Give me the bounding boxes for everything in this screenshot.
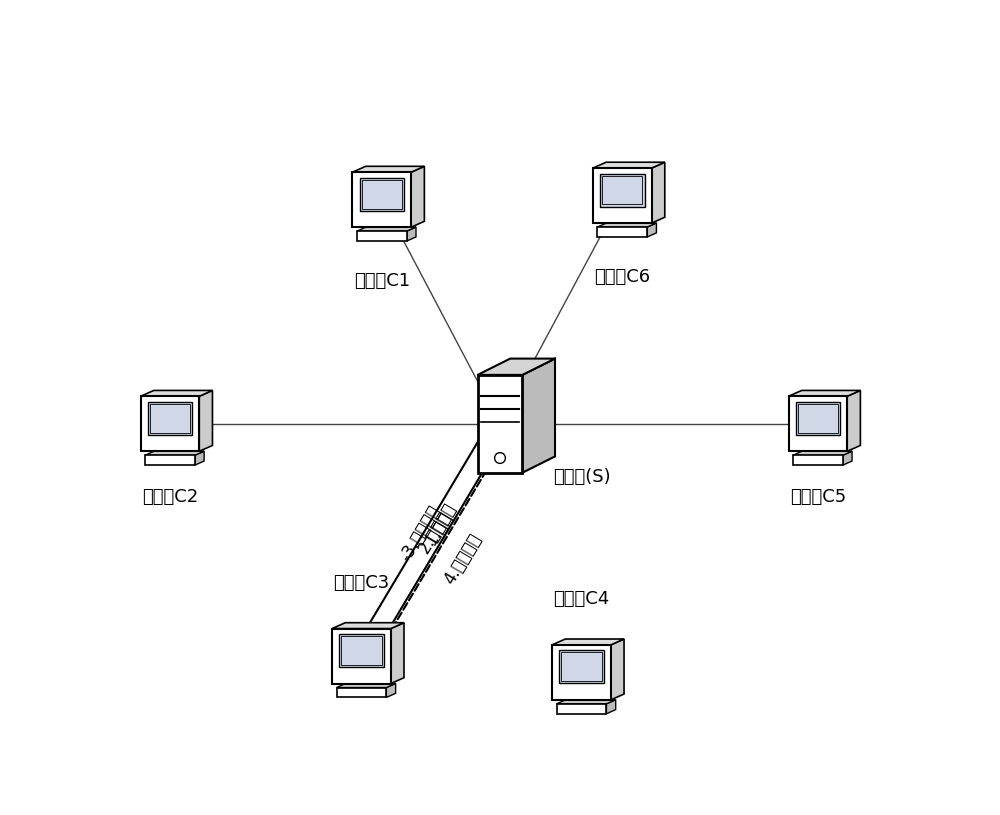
Polygon shape	[789, 390, 860, 396]
Polygon shape	[793, 452, 852, 456]
Polygon shape	[145, 456, 195, 465]
Text: 4.数据传输: 4.数据传输	[440, 531, 484, 588]
Polygon shape	[793, 456, 843, 465]
Polygon shape	[332, 628, 391, 684]
Text: 客户端C1: 客户端C1	[354, 272, 410, 290]
Text: 客户端C5: 客户端C5	[790, 488, 846, 506]
Polygon shape	[411, 166, 424, 227]
Text: -3.建立连接: -3.建立连接	[397, 503, 444, 565]
Polygon shape	[652, 162, 665, 223]
Polygon shape	[593, 168, 652, 223]
Polygon shape	[357, 231, 407, 241]
Polygon shape	[796, 402, 840, 435]
Polygon shape	[593, 162, 665, 168]
Text: 客户端C6: 客户端C6	[594, 268, 650, 286]
Text: 客户端C2: 客户端C2	[142, 488, 198, 506]
Text: 1.查询: 1.查询	[421, 509, 455, 548]
Polygon shape	[597, 227, 647, 237]
Polygon shape	[557, 700, 616, 704]
Polygon shape	[600, 174, 645, 206]
Polygon shape	[559, 650, 604, 683]
Polygon shape	[611, 639, 624, 700]
Polygon shape	[339, 634, 384, 667]
Text: 服务器(S): 服务器(S)	[553, 468, 611, 486]
Polygon shape	[352, 166, 424, 172]
Polygon shape	[360, 178, 404, 210]
Polygon shape	[357, 227, 416, 231]
Polygon shape	[597, 223, 656, 227]
Polygon shape	[386, 684, 396, 698]
Polygon shape	[552, 645, 611, 700]
Polygon shape	[195, 452, 204, 465]
Polygon shape	[789, 396, 847, 452]
Polygon shape	[847, 390, 860, 452]
Polygon shape	[199, 390, 212, 452]
Polygon shape	[407, 227, 416, 241]
Polygon shape	[145, 452, 204, 456]
Polygon shape	[478, 359, 555, 375]
Polygon shape	[141, 390, 212, 396]
Text: 2.结果返回: 2.结果返回	[415, 500, 459, 557]
Polygon shape	[337, 684, 396, 688]
Polygon shape	[148, 402, 192, 435]
Polygon shape	[337, 688, 386, 698]
Polygon shape	[522, 359, 555, 473]
Polygon shape	[141, 396, 199, 452]
Polygon shape	[332, 623, 404, 628]
Polygon shape	[647, 223, 656, 237]
Polygon shape	[352, 172, 411, 227]
Polygon shape	[606, 700, 616, 714]
Polygon shape	[557, 704, 606, 714]
Polygon shape	[478, 375, 522, 473]
Polygon shape	[552, 639, 624, 645]
Text: 客户端C4: 客户端C4	[553, 590, 610, 608]
Polygon shape	[391, 623, 404, 684]
Text: 客户端C3: 客户端C3	[333, 574, 390, 592]
Polygon shape	[843, 452, 852, 465]
